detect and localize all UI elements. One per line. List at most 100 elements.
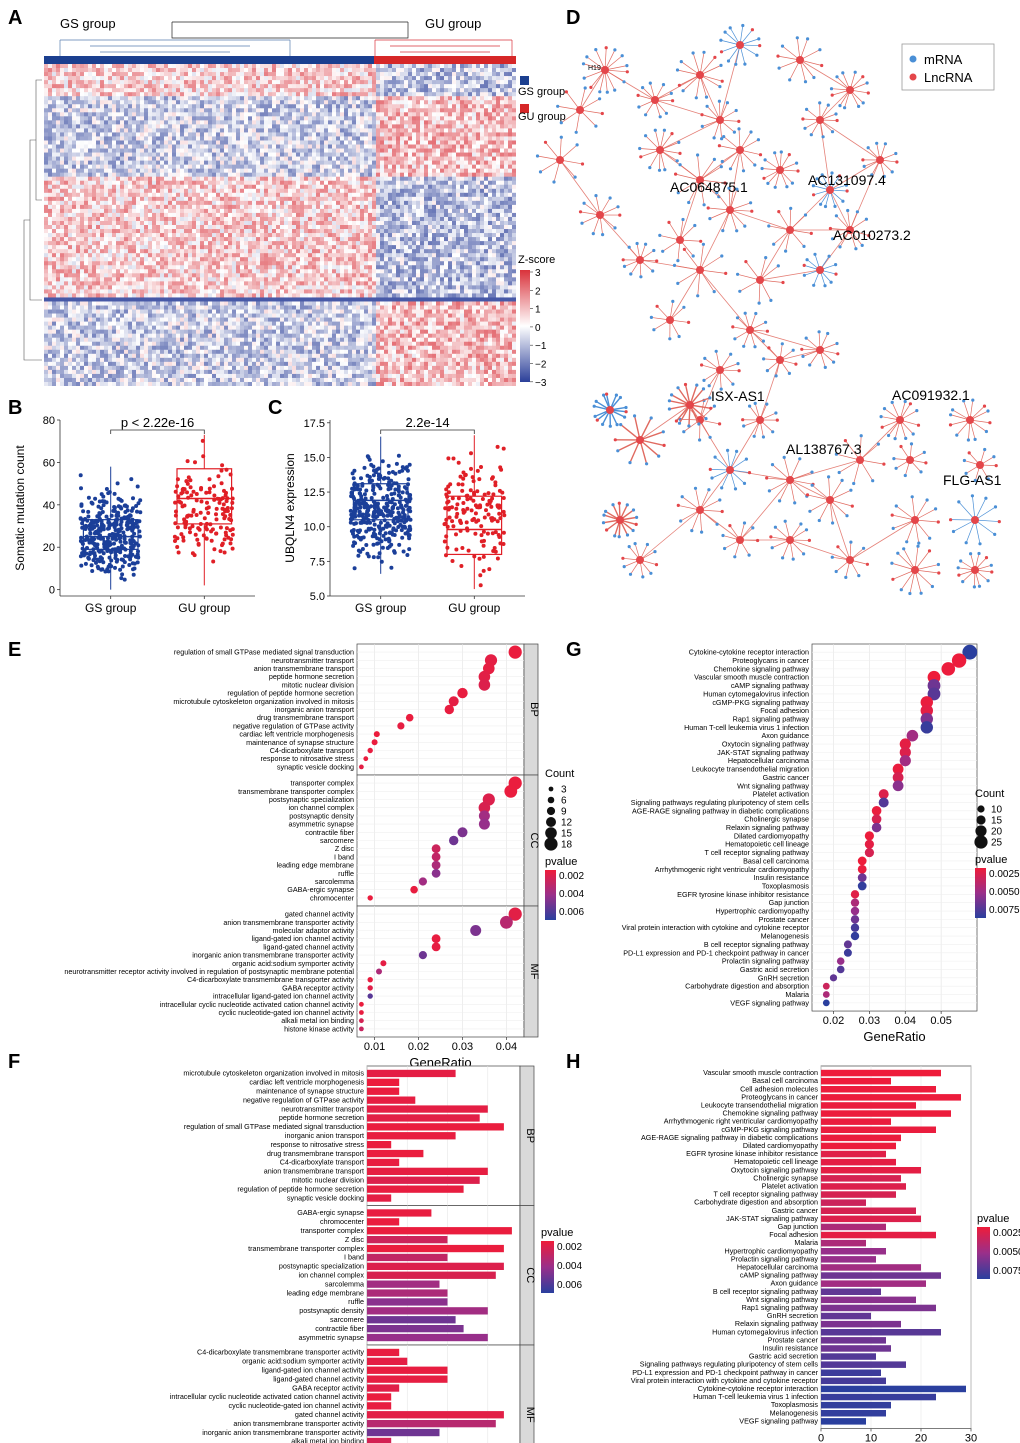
heatmap-cell xyxy=(420,84,425,89)
heatmap-cell xyxy=(60,152,65,157)
heatmap-cell xyxy=(324,225,329,230)
heatmap-cell xyxy=(124,216,129,222)
heatmap-cell xyxy=(192,148,197,153)
heatmap-cell xyxy=(148,84,153,89)
heatmap-cell xyxy=(104,152,109,157)
heatmap-cell xyxy=(256,148,261,153)
heatmap-cell xyxy=(328,229,333,234)
heatmap-cell xyxy=(188,152,193,157)
heatmap-cell xyxy=(496,140,501,145)
heatmap-cell xyxy=(456,212,461,218)
heatmap-cell xyxy=(256,68,261,73)
heatmap-cell xyxy=(512,112,516,117)
heatmap-cell xyxy=(288,180,293,186)
heatmap-cell xyxy=(364,152,369,157)
heatmap-cell xyxy=(160,160,165,165)
heatmap-cell xyxy=(420,116,425,121)
heatmap-cell xyxy=(96,188,101,194)
heatmap-cell xyxy=(248,208,253,214)
heatmap-cell xyxy=(316,140,321,145)
heatmap-cell xyxy=(248,64,253,69)
heatmap-cell xyxy=(168,196,173,202)
heatmap-cell xyxy=(332,92,337,97)
heatmap-cell xyxy=(136,96,141,101)
heatmap-cell xyxy=(352,216,357,222)
heatmap-cell xyxy=(504,140,509,145)
heatmap-cell xyxy=(216,72,221,77)
heatmap-cell xyxy=(492,208,497,214)
heatmap-cell xyxy=(100,100,105,105)
heatmap-cell xyxy=(56,132,61,137)
heatmap-cell xyxy=(508,128,513,133)
heatmap-cell xyxy=(328,68,333,73)
heatmap-cell xyxy=(200,225,205,230)
heatmap-cell xyxy=(372,208,377,214)
heatmap-cell xyxy=(56,220,61,226)
heatmap-cell xyxy=(196,76,201,81)
heatmap-cell xyxy=(332,140,337,145)
heatmap-cell xyxy=(216,164,221,169)
heatmap-cell xyxy=(200,144,205,149)
heatmap-cell xyxy=(448,188,453,194)
heatmap-cell xyxy=(436,140,441,145)
heatmap-cell xyxy=(352,64,357,69)
heatmap-cell xyxy=(76,100,81,105)
heatmap-cell xyxy=(408,100,413,105)
heatmap-cell xyxy=(328,208,333,214)
heatmap-cell xyxy=(320,229,325,234)
heatmap-cell xyxy=(72,68,77,73)
heatmap-cell xyxy=(116,76,121,81)
heatmap-cell xyxy=(388,208,393,214)
heatmap-cell xyxy=(100,192,105,198)
heatmap-cell xyxy=(244,136,249,141)
heatmap-cell xyxy=(160,200,165,206)
heatmap-cell xyxy=(376,148,381,153)
heatmap-cell xyxy=(292,100,297,105)
heatmap-cell xyxy=(84,68,89,73)
heatmap-cell xyxy=(284,96,289,101)
heatmap-cell xyxy=(400,188,405,194)
heatmap-cell xyxy=(404,72,409,77)
heatmap-cell xyxy=(116,192,121,198)
heatmap-cell xyxy=(108,92,113,97)
heatmap-cell xyxy=(196,164,201,169)
heatmap-cell xyxy=(312,172,317,178)
heatmap-cell xyxy=(372,140,377,145)
heatmap-cell xyxy=(364,208,369,214)
heatmap-cell xyxy=(128,72,133,77)
heatmap-cell xyxy=(72,188,77,194)
heatmap-cell xyxy=(324,76,329,81)
heatmap-cell xyxy=(220,216,225,222)
heatmap-cell xyxy=(212,176,217,182)
heatmap-cell xyxy=(416,164,421,169)
heatmap-cell xyxy=(260,80,265,85)
heatmap-cell xyxy=(464,124,469,129)
heatmap-cell xyxy=(424,132,429,137)
heatmap-cell xyxy=(476,116,481,121)
heatmap-cell xyxy=(488,104,493,109)
heatmap-cell xyxy=(268,168,273,173)
heatmap-cell xyxy=(56,176,61,182)
heatmap-cell xyxy=(128,92,133,97)
heatmap-cell xyxy=(400,160,405,165)
heatmap-cell xyxy=(340,132,345,137)
heatmap-cell xyxy=(132,96,137,101)
heatmap-cell xyxy=(164,200,169,206)
heatmap-cell xyxy=(140,136,145,141)
heatmap-cell xyxy=(440,196,445,202)
heatmap-cell xyxy=(416,116,421,121)
heatmap-cell xyxy=(176,192,181,198)
heatmap-cell xyxy=(120,172,125,178)
heatmap-cell xyxy=(68,64,73,69)
heatmap-cell xyxy=(200,184,205,190)
heatmap-cell xyxy=(140,72,145,77)
heatmap-cell xyxy=(300,212,305,218)
heatmap-cell xyxy=(416,72,421,77)
heatmap-cell xyxy=(52,100,57,105)
heatmap-cell xyxy=(260,160,265,165)
heatmap-cell xyxy=(296,124,301,129)
heatmap-cell xyxy=(344,160,349,165)
heatmap-cell xyxy=(260,192,265,198)
heatmap-cell xyxy=(284,120,289,125)
heatmap-cell xyxy=(456,72,461,77)
